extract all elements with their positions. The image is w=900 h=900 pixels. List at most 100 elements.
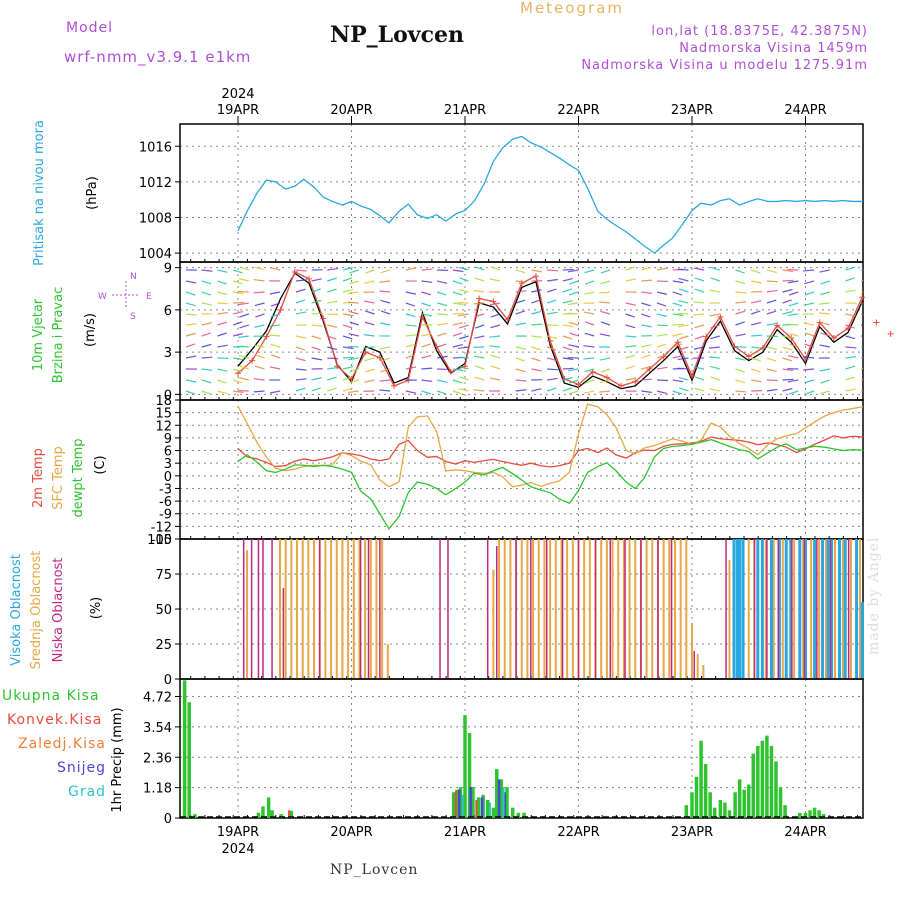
high-cloud-bar	[830, 539, 834, 679]
wind-arrow	[546, 335, 558, 339]
wind-arrow	[489, 377, 501, 381]
high-cloud-bar	[741, 539, 745, 679]
wind-arrow	[694, 376, 705, 381]
wind-arrow	[656, 324, 668, 327]
mid-cloud-bar	[278, 539, 281, 679]
wind-arrow	[845, 289, 856, 293]
mid-cloud-bar	[301, 539, 304, 679]
precip-total-bar	[256, 812, 261, 818]
wind-arrow	[766, 379, 778, 382]
wind-arrow	[342, 376, 353, 381]
mid-cloud-bar	[566, 539, 569, 679]
wind-arrow	[787, 379, 799, 383]
wind-arrow	[751, 379, 762, 383]
wind-arrow	[270, 313, 281, 318]
wind-arrow	[458, 313, 469, 317]
wind-arrow	[568, 291, 579, 296]
wind-arrow	[295, 299, 306, 304]
y-tick-label: 3	[164, 346, 172, 361]
wind-arrow	[677, 367, 689, 370]
wind-arrow	[405, 313, 416, 318]
wind-arrow	[694, 324, 705, 329]
mid-cloud-bar	[622, 539, 625, 679]
wind-arrow	[531, 368, 542, 372]
wind-arrow	[254, 344, 265, 348]
wind-arrow	[641, 302, 651, 307]
mid-cloud-bar	[284, 539, 287, 679]
gust-marker	[717, 313, 724, 320]
wind-arrow	[782, 288, 793, 293]
wind-arrow	[766, 346, 777, 350]
wind-arrow	[295, 378, 307, 381]
wind-arrow	[238, 278, 249, 282]
wind-arrow	[600, 269, 611, 274]
y-tick-label: -9	[159, 508, 172, 523]
y-tick-label: 1008	[139, 211, 172, 226]
y-tick-label: 50	[155, 603, 172, 618]
wind-arrow	[751, 280, 762, 284]
wind-arrow	[531, 269, 542, 273]
mid-cloud-bar	[818, 539, 821, 679]
series-line	[237, 403, 863, 488]
low-cloud-bar	[250, 539, 253, 679]
precip-hail-bar	[461, 794, 464, 818]
wind-arrow	[735, 321, 745, 326]
wind-arrow	[751, 346, 762, 350]
wind-arrow	[735, 333, 746, 337]
wind-arrow	[804, 379, 815, 384]
wind-arrow	[735, 280, 746, 285]
wind-arrow	[232, 368, 243, 373]
wind-arrow	[473, 290, 485, 293]
precip-total-bar	[516, 812, 521, 818]
y-tick-label: 1016	[139, 140, 172, 155]
wind-arrow	[641, 365, 652, 370]
low-cloud-bar	[803, 539, 806, 679]
wind-arrow	[348, 390, 359, 394]
precip-conv-bar	[475, 799, 478, 818]
precip-total-bar	[718, 799, 723, 818]
wind-arrow	[474, 277, 485, 282]
low-cloud-bar	[693, 651, 696, 679]
wind-arrow	[766, 299, 777, 304]
wind-arrow	[788, 302, 799, 307]
wind-arrow	[349, 269, 359, 274]
mid-cloud-bar	[588, 539, 591, 679]
bottom-date-label: 24APR	[784, 825, 826, 840]
mid-cloud-bar	[691, 623, 693, 679]
gust-marker	[504, 316, 511, 323]
wind-arrow	[804, 343, 815, 348]
wind-arrow	[457, 356, 469, 359]
mid-cloud-bar	[290, 539, 293, 679]
wind-arrow	[515, 357, 526, 362]
wind-arrow	[253, 390, 265, 393]
y-tick-label: 3.54	[143, 721, 172, 736]
wind-arrow	[788, 291, 799, 296]
wind-arrow	[531, 388, 542, 392]
y-tick-label: 9	[164, 262, 172, 277]
wind-arrow	[379, 379, 391, 382]
precip-total-bar	[694, 776, 699, 818]
wind-arrow	[672, 313, 684, 317]
wind-arrow	[342, 387, 354, 392]
wind-arrow	[270, 302, 281, 307]
wind-arrow	[819, 390, 830, 395]
wind-arrow	[311, 335, 322, 340]
wind-arrow	[270, 354, 281, 359]
temp-axis-title: SFC Temp	[51, 446, 66, 510]
pressure-unit: (hPa)	[85, 176, 100, 210]
wind-arrow	[232, 321, 243, 326]
wind-arrow	[531, 357, 541, 362]
wind-arrow	[201, 302, 213, 306]
y-tick-label: 4.72	[143, 691, 172, 706]
wind-arrow	[547, 377, 558, 381]
mid-cloud-bar	[673, 539, 676, 679]
precip-total-bar	[760, 740, 765, 818]
wind-arrow	[804, 291, 815, 296]
wind-arrow	[531, 335, 543, 338]
wind-arrow	[600, 310, 611, 315]
wind-arrow	[474, 335, 485, 339]
wind-arrow	[678, 376, 689, 381]
precip-total-bar	[495, 769, 499, 818]
wind-arrow	[782, 299, 792, 304]
